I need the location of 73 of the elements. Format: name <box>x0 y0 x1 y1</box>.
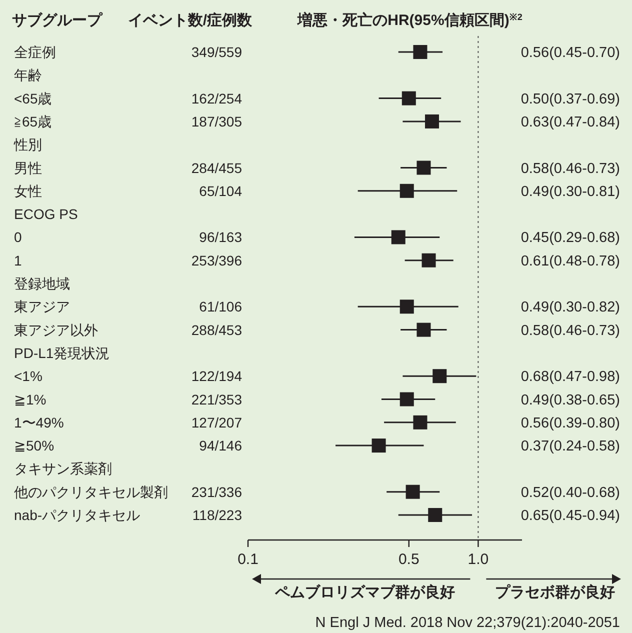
data-label: 0.37(0.24-0.58) <box>520 438 620 455</box>
text: 187/305 <box>191 113 242 130</box>
y-tick-label: 全症例 <box>14 44 56 60</box>
data-label: 0.58(0.46-0.73) <box>520 160 620 177</box>
y-tick-label: 他のパクリタキセル製剤 <box>14 484 168 500</box>
y-tick-label: PD-L1発現状況 <box>14 344 110 361</box>
y-tick-label: ≧65歳 <box>14 113 52 130</box>
y-tick-label: タキサン系薬剤 <box>14 460 112 477</box>
point <box>413 415 428 430</box>
text: N Engl J Med. 2018 Nov 22;379(21):2040-2051 <box>315 615 620 631</box>
data-label: 0.49(0.38-0.65) <box>520 392 620 408</box>
x-tick-label: 1.0 <box>468 551 489 568</box>
y-tick-label: nab-パクリタキセル <box>14 507 140 523</box>
data-label: 0.65(0.45-0.94) <box>520 508 620 524</box>
y-tick-label: 男性 <box>14 160 42 176</box>
point <box>406 484 420 499</box>
data-label: 0.52(0.40-0.68) <box>520 484 620 501</box>
point <box>400 392 414 406</box>
y-axis-title: サブグループ <box>12 12 103 29</box>
text: 349/559 <box>191 44 242 60</box>
point <box>400 184 414 198</box>
point <box>391 230 406 244</box>
y-tick-label: <1% <box>14 368 42 384</box>
point <box>402 91 416 106</box>
text: 増悪・死亡のHR(95%信頼区間)$^{※2}$ <box>296 11 522 29</box>
text: 94/146 <box>199 438 242 454</box>
y-tick-label: 0 <box>14 229 22 246</box>
y-tick-label: ≧1% <box>14 391 46 408</box>
y-tick-label: <65歳 <box>14 90 52 106</box>
text: 127/207 <box>191 414 242 430</box>
y-tick-label: 年齢 <box>14 67 42 84</box>
x-tick-label: 0.1 <box>238 551 258 568</box>
y-tick-label: 1〜49% <box>14 414 64 430</box>
data-label: 0.61(0.48-0.78) <box>520 253 620 270</box>
point <box>416 160 431 175</box>
point <box>422 253 436 268</box>
y-tick-label: 1 <box>14 252 22 268</box>
point <box>416 322 431 337</box>
text: 221/353 <box>191 391 242 408</box>
text: プラセボ群が良好 <box>495 583 615 601</box>
data-label: 0.68(0.47-0.98) <box>520 369 620 386</box>
data-label: 0.58(0.46-0.73) <box>520 322 620 339</box>
point <box>413 45 428 59</box>
text: ペムブロリズマブ群が良好 <box>274 583 455 601</box>
data-label: 0.50(0.37-0.69) <box>520 91 620 108</box>
text: 65/104 <box>199 182 242 199</box>
data-label: 0.56(0.45-0.70) <box>520 45 620 61</box>
data-label: 0.49(0.30-0.81) <box>520 184 620 200</box>
data-label: 0.56(0.39-0.80) <box>520 415 620 432</box>
text: 96/163 <box>199 229 242 246</box>
y-tick-label: ≧50% <box>14 438 54 454</box>
text: 122/194 <box>191 368 242 384</box>
x-tick-label: 0.5 <box>398 551 420 568</box>
y-tick-label: 女性 <box>14 182 42 199</box>
text: 288/453 <box>191 322 242 338</box>
point <box>428 508 442 522</box>
data-label: 0.63(0.47-0.84) <box>520 114 620 130</box>
y-tick-label: ECOG PS <box>14 206 78 222</box>
text: イベント数/症例数 <box>128 12 254 29</box>
point <box>400 300 414 314</box>
data-label: 0.49(0.30-0.82) <box>520 300 620 316</box>
y-tick-label: 登録地域 <box>14 276 70 292</box>
text: 253/396 <box>191 252 242 268</box>
text: 231/336 <box>191 484 242 500</box>
point <box>425 114 439 128</box>
y-tick-label: 性別 <box>13 136 42 153</box>
text: 61/106 <box>199 298 242 315</box>
y-tick-label: 東アジア以外 <box>14 322 98 338</box>
text: 284/455 <box>191 160 242 176</box>
text: 162/254 <box>191 90 242 106</box>
text: 118/223 <box>192 507 242 523</box>
data-label: 0.45(0.29-0.68) <box>520 230 620 246</box>
y-tick-label: 東アジア <box>14 298 70 315</box>
